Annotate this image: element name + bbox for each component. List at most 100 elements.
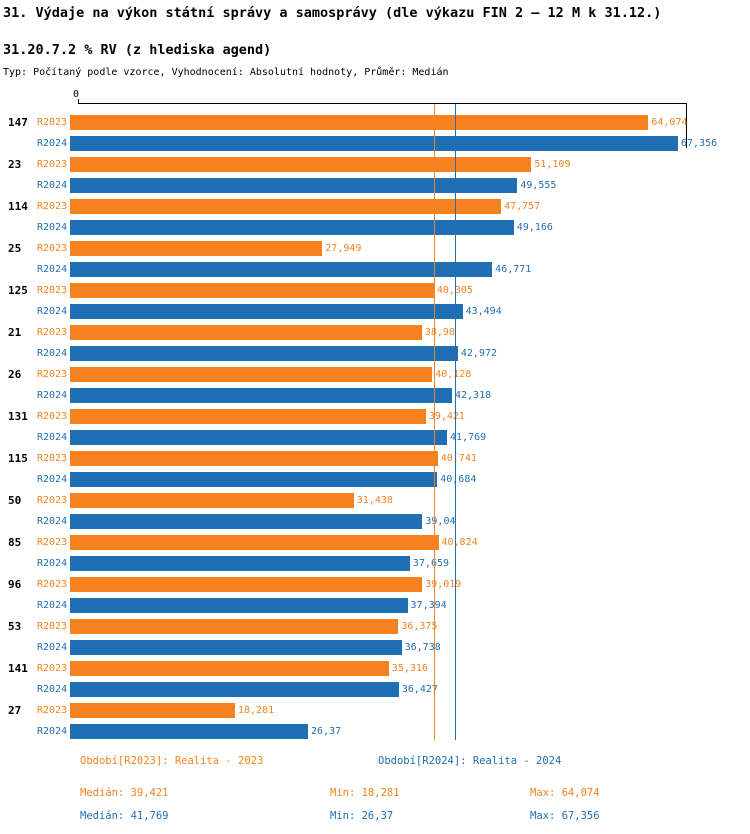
bar-row-r2024: R2024 41,769 [0,430,750,445]
bar-r2024 [70,388,452,403]
bar-r2023 [70,241,323,256]
bar-area: 64,074 [70,115,687,130]
category-label: 26 [8,368,22,381]
series-label-r2023: R2023 [37,495,68,506]
bar-area: 40,684 [70,472,678,487]
bar-area: 49,166 [70,220,678,235]
bar-area: 36,427 [70,682,678,697]
series-label-r2023: R2023 [37,537,68,548]
bar-value-label-r2024: 42,972 [460,348,498,359]
bar-group: 141 R2023 35,316 R2024 36,427 [0,661,750,697]
bar-value-label-r2023: 27,949 [325,243,362,254]
bar-value-label-r2023: 40,741 [440,453,477,464]
bar-r2024 [70,598,408,613]
bar-value-label-r2024: 41,769 [450,432,487,443]
bar-group: 53 R2023 36,375 R2024 36,738 [0,619,750,655]
stats-r2023: Medián: 39,421 Min: 18,281 Max: 64,074 [0,787,750,802]
series-label-r2023: R2023 [37,453,68,464]
bar-area: 39,421 [70,409,678,424]
bar-row-r2024: R2024 37,659 [0,556,750,571]
bar-group: 147 R2023 64,074 R2024 67,356 [0,115,750,151]
bar-value-label-r2024: 36,738 [404,642,441,653]
bar-value-label-r2024: 40,684 [440,474,477,485]
bar-row-r2024: R2024 49,555 [0,178,750,193]
bar-r2023 [70,661,389,676]
category-label: 141 [8,662,28,675]
bar-group: 85 R2023 40,824 R2024 37,659 [0,535,750,571]
bar-area: 47,757 [70,199,678,214]
bar-r2023 [70,535,439,550]
bar-r2023 [70,367,433,382]
bar-value-label-r2024: 46,771 [495,264,532,275]
bar-area: 40,741 [70,451,678,466]
series-label-r2023: R2023 [37,663,68,674]
series-label-r2023: R2023 [37,411,68,422]
bar-value-label-r2024: 43,494 [465,306,502,317]
bar-r2023 [70,451,438,466]
bar-value-label-r2023: 39,019 [425,579,462,590]
bar-row-r2024: R2024 40,684 [0,472,750,487]
bar-r2024 [70,682,399,697]
bar-row-r2023: 115 R2023 40,741 [0,451,750,466]
bar-r2024 [70,304,463,319]
bar-area: 38,98 [70,325,678,340]
legend-r2024: Období[R2024]: Realita - 2024 [378,755,562,767]
bar-row-r2023: 147 R2023 64,074 [0,115,750,130]
stats-r2024: Medián: 41,769 Min: 26,37 Max: 67,356 [0,810,750,825]
series-label-r2023: R2023 [37,621,68,632]
series-label-r2024: R2024 [37,558,68,569]
bar-value-label-r2023: 47,757 [504,201,541,212]
bar-group: 115 R2023 40,741 R2024 40,684 [0,451,750,487]
bar-value-label-r2023: 18,281 [238,705,275,716]
bar-row-r2023: 141 R2023 35,316 [0,661,750,676]
series-label-r2023: R2023 [37,579,68,590]
bar-area: 36,375 [70,619,678,634]
chart-subtitle: 31.20.7.2 % RV (z hlediska agend) [3,42,272,58]
bar-area: 39,04 [70,514,678,529]
category-label: 125 [8,284,28,297]
bar-group: 27 R2023 18,281 R2024 26,37 [0,703,750,739]
bar-area: 40,128 [70,367,678,382]
series-label-r2024: R2024 [37,348,68,359]
bar-value-label-r2024: 42,318 [454,390,492,401]
bar-area: 37,394 [70,598,678,613]
series-label-r2023: R2023 [37,117,68,128]
series-label-r2024: R2024 [37,684,68,695]
bar-value-label-r2023: 40,824 [441,537,478,548]
bar-r2023 [70,199,502,214]
bar-value-label-r2024: 36,427 [401,684,438,695]
stat-max-r2024: Max: 67,356 [530,810,600,822]
bar-row-r2024: R2024 36,738 [0,640,750,655]
bar-group: 21 R2023 38,98 R2024 42,972 [0,325,750,361]
series-label-r2024: R2024 [37,306,68,317]
bar-area: 43,494 [70,304,678,319]
category-label: 23 [8,158,22,171]
series-label-r2023: R2023 [37,159,68,170]
bar-area: 39,019 [70,577,678,592]
bar-row-r2023: 96 R2023 39,019 [0,577,750,592]
bar-row-r2023: 21 R2023 38,98 [0,325,750,340]
bar-row-r2023: 114 R2023 47,757 [0,199,750,214]
bar-row-r2024: R2024 67,356 [0,136,750,151]
bar-area: 36,738 [70,640,678,655]
bar-r2024 [70,178,518,193]
bar-r2024 [70,262,493,277]
bar-value-label-r2023: 38,98 [424,327,455,338]
bar-row-r2024: R2024 46,771 [0,262,750,277]
bar-value-label-r2023: 39,421 [428,411,465,422]
bar-r2023 [70,115,649,130]
bar-area: 40,824 [70,535,678,550]
bar-r2023 [70,619,399,634]
bar-r2024 [70,724,309,739]
bar-group: 23 R2023 51,109 R2024 49,555 [0,157,750,193]
axis-right-tick [686,103,687,148]
series-label-r2024: R2024 [37,600,68,611]
bar-area: 31,438 [70,493,678,508]
bar-r2023 [70,157,532,172]
series-label-r2023: R2023 [37,243,68,254]
bar-row-r2024: R2024 49,166 [0,220,750,235]
bar-value-label-r2024: 26,37 [311,726,342,737]
bar-value-label-r2023: 64,074 [651,117,688,128]
bar-r2023 [70,703,236,718]
bar-group: 26 R2023 40,128 R2024 42,318 [0,367,750,403]
